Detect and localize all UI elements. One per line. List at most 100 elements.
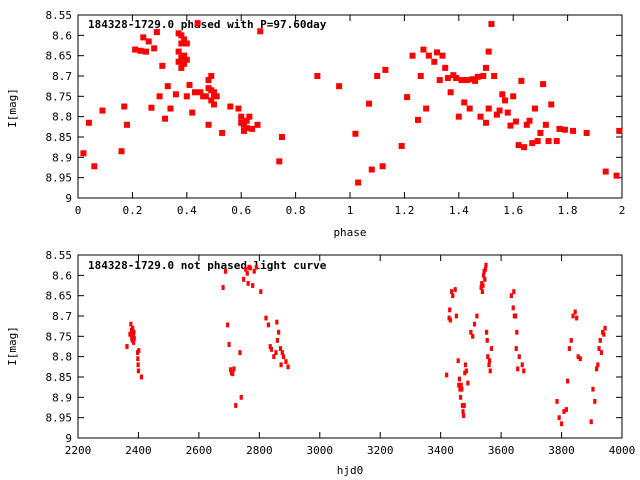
phased-x-axis-label: phase (333, 226, 366, 239)
unphased-data-point (279, 362, 283, 368)
unphased-data-point (486, 354, 490, 360)
unphased-data-point (463, 362, 468, 368)
unphased-data-point (576, 354, 580, 360)
unphased-data-point (485, 329, 489, 335)
unphased-data-point (448, 307, 452, 313)
unphased-data-point (132, 340, 136, 345)
phased-y-tick-label: 8.75 (46, 90, 73, 103)
unphased-y-tick-label: 8.8 (52, 351, 72, 364)
phased-data-point (121, 103, 128, 110)
unphased-data-point (242, 277, 246, 282)
phased-data-point (211, 89, 217, 96)
phased-data-point (507, 122, 514, 129)
unphased-data-point (483, 277, 487, 282)
unphased-data-point (471, 333, 475, 339)
unphased-x-tick-label: 3400 (427, 444, 454, 457)
phased-data-point (540, 81, 547, 88)
unphased-data-point (516, 366, 520, 372)
phased-data-point (186, 81, 193, 88)
phased-data-point (211, 101, 217, 108)
phased-data-point (504, 109, 511, 116)
phased-data-point (183, 40, 190, 47)
phased-data-point (493, 111, 500, 118)
unphased-data-point (520, 362, 524, 368)
phased-data-point (235, 105, 242, 112)
phased-data-point (534, 138, 541, 145)
phased-data-point (417, 73, 424, 79)
phased-x-tick-label: 1.6 (503, 204, 523, 217)
unphased-data-point (462, 403, 466, 408)
phased-data-point (444, 75, 451, 82)
phased-data-point (205, 121, 212, 128)
unphased-data-point (252, 268, 256, 274)
phased-data-point (485, 105, 492, 112)
unphased-data-point (259, 289, 263, 294)
unphased-data-point (466, 380, 470, 386)
phased-chart-title: 184328-1729.0 phased with P=97.60day (88, 18, 327, 31)
unphased-data-point (448, 317, 452, 323)
unphased-data-point (472, 321, 477, 327)
phased-data-point (477, 113, 484, 120)
phased-data-point (420, 46, 427, 53)
unphased-data-point (603, 325, 607, 331)
phased-data-point (91, 163, 98, 170)
phased-data-point (167, 105, 174, 112)
phased-data-point (483, 119, 489, 126)
unphased-data-point (485, 338, 489, 343)
unphased-data-point (280, 350, 284, 355)
unphased-data-point (272, 354, 276, 360)
unphased-data-point (264, 315, 268, 321)
unphased-data-point (274, 350, 278, 355)
unphased-data-point (268, 344, 272, 349)
phased-data-point (219, 129, 226, 136)
phased-y-tick-label: 8.95 (46, 172, 73, 185)
unphased-data-point (488, 358, 492, 364)
unphased-data-point (459, 382, 463, 388)
phased-data-point (398, 142, 405, 149)
unphased-data-point (139, 374, 144, 380)
unphased-data-point (460, 386, 464, 392)
phased-data-point (474, 73, 481, 80)
unphased-data-point (559, 421, 564, 427)
unphased-data-point (464, 368, 468, 374)
phased-data-point (175, 58, 182, 65)
unphased-data-point (449, 289, 454, 294)
phased-data-point (466, 105, 473, 112)
phased-data-point (99, 107, 106, 114)
phased-data-point (510, 93, 517, 100)
phased-y-tick-label: 8.6 (52, 29, 72, 42)
phased-data-point (545, 138, 552, 145)
unphased-light-curve-panel: 184328-1729.0 not phased light curve hjd… (6, 249, 635, 477)
unphased-data-point (231, 371, 235, 377)
unphased-data-point (266, 322, 270, 328)
unphased-data-point (483, 266, 487, 272)
unphased-x-tick-label: 2200 (65, 444, 92, 457)
phased-data-point (143, 48, 149, 55)
phased-data-point (213, 93, 220, 100)
unphased-data-point (475, 313, 479, 319)
phased-data-point (80, 150, 87, 157)
phased-data-point (240, 121, 247, 128)
unphased-y-tick-label: 8.7 (52, 310, 72, 323)
phased-data-point (616, 127, 623, 134)
unphased-data-point (128, 331, 132, 337)
unphased-data-point (562, 409, 566, 414)
unphased-data-point (223, 268, 228, 274)
unphased-data-point (589, 419, 593, 425)
phased-data-point (485, 48, 492, 55)
unphased-data-point (221, 285, 225, 290)
unphased-data-point (599, 350, 604, 355)
phased-data-point (355, 179, 362, 186)
phased-data-point (178, 40, 185, 47)
unphased-data-point (453, 287, 457, 292)
phased-light-curve-panel: 184328-1729.0 phased with P=97.60day pha… (6, 9, 625, 239)
phased-y-tick-label: 8.9 (52, 151, 72, 164)
phased-x-tick-label: 1.4 (449, 204, 469, 217)
phased-data-point (257, 28, 264, 35)
phased-data-point (488, 20, 495, 27)
phased-data-point (496, 107, 503, 114)
unphased-data-point (514, 346, 518, 351)
phased-data-point (521, 144, 528, 151)
unphased-data-point (456, 358, 460, 364)
unphased-data-point (131, 325, 135, 331)
